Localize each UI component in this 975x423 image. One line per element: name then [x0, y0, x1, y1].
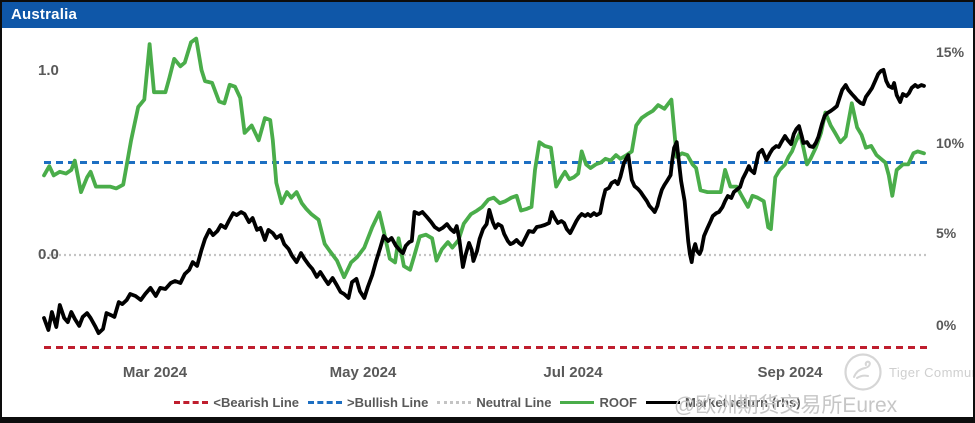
chart-legend: <Bearish Line >Bullish Line Neutral Line… — [0, 395, 975, 410]
page-title: Australia — [11, 6, 77, 23]
legend-item-bullish-line: >Bullish Line — [308, 395, 428, 410]
legend-item-roof: ROOF — [560, 395, 637, 410]
x-axis-tick-sep-2024: Sep 2024 — [757, 364, 823, 381]
series-market-return-rhs- — [42, 68, 926, 336]
right-axis-tick-10pct: 10% — [936, 135, 965, 151]
legend-label: Market return (rhs) — [685, 395, 801, 410]
x-axis-tick-may-2024: May 2024 — [329, 364, 397, 381]
gray-dotted-line-icon — [437, 401, 472, 404]
right-axis-tick-15pct: 15% — [936, 44, 965, 60]
legend-label: >Bullish Line — [347, 395, 429, 410]
legend-item-bearish-line: <Bearish Line — [174, 395, 299, 410]
x-axis-tick-mar-2024: Mar 2024 — [122, 364, 188, 381]
legend-label: <Bearish Line — [213, 395, 300, 410]
blue-dashed-line-icon — [308, 401, 343, 404]
right-axis-tick-5pct: 5% — [936, 225, 957, 241]
header-bar: Australia — [2, 2, 973, 28]
legend-item-market-return: Market return (rhs) — [646, 395, 801, 410]
legend-label: Neutral Line — [476, 395, 552, 410]
green-solid-line-icon — [560, 401, 595, 404]
left-axis-tick-1.0: 1.0 — [38, 62, 59, 79]
series-roof — [42, 36, 926, 280]
left-axis-tick-0.0: 0.0 — [38, 246, 59, 263]
legend-label: ROOF — [599, 395, 637, 410]
right-axis-tick-0pct: 0% — [936, 317, 957, 333]
red-dashed-line-icon — [174, 401, 209, 404]
black-solid-line-icon — [646, 401, 680, 404]
legend-item-neutral-line: Neutral Line — [437, 395, 551, 410]
x-axis-tick-jul-2024: Jul 2024 — [543, 364, 603, 381]
